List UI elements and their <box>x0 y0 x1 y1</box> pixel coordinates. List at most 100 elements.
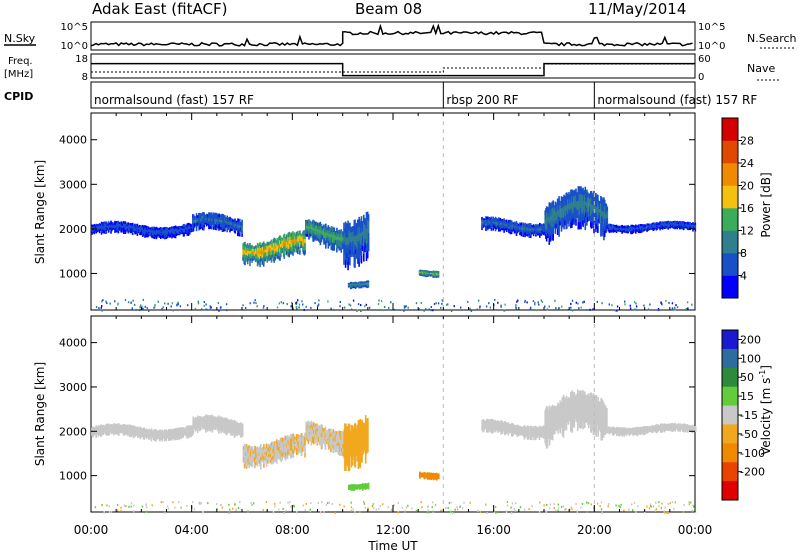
velocity-echo-cell <box>182 428 185 432</box>
power-echo-cell <box>627 229 630 231</box>
power-echo-cell <box>600 196 602 204</box>
velocity-echo-cell <box>197 421 200 424</box>
power-echo-cell <box>365 228 368 237</box>
power-echo-cell <box>250 257 252 261</box>
power-echo-cell <box>214 223 217 228</box>
power-echo-cell <box>260 250 262 254</box>
velocity-echo-cell <box>145 436 148 440</box>
power-echo-cell <box>218 226 221 229</box>
power-echo-cell <box>567 213 569 219</box>
power-echo-cell <box>483 218 486 221</box>
power-clutter-cell <box>161 307 163 310</box>
power-echo-cell <box>288 231 290 237</box>
power-echo-cell <box>304 246 306 251</box>
power-echo-cell <box>160 229 163 232</box>
power-echo-cell <box>238 218 240 223</box>
velocity-echo-cell <box>119 429 122 432</box>
velocity-echo-cell <box>204 416 206 419</box>
power-echo-cell <box>295 235 298 240</box>
power-echo-cell <box>359 221 362 228</box>
power-echo-cell <box>294 236 297 240</box>
power-echo-cell <box>113 225 115 228</box>
power-clutter-cell <box>415 302 418 305</box>
power-clutter-cell <box>291 301 293 304</box>
power-echo-cell <box>489 223 492 226</box>
power-echo-cell <box>606 206 609 211</box>
power-echo-cell <box>673 223 675 225</box>
power-echo-cell <box>694 226 697 229</box>
velocity-echo-cell <box>146 432 149 434</box>
power-echo-cell <box>201 212 204 216</box>
power-echo-cell <box>508 219 510 223</box>
velocity-echo-cell <box>134 433 136 436</box>
velocity-echo-cell <box>202 420 204 424</box>
velocity-echo-cell <box>124 429 127 431</box>
velocity-echo-cell <box>192 416 195 420</box>
power-echo-cell <box>141 228 144 232</box>
power-echo-cell <box>167 229 169 232</box>
power-echo-cell <box>641 227 644 230</box>
velocity-echo-cell <box>122 427 125 430</box>
power-echo-cell <box>641 226 644 229</box>
power-clutter-cell <box>377 303 380 305</box>
velocity-echo-cell <box>177 431 179 434</box>
velocity-echo-cell <box>181 432 183 435</box>
power-echo-cell <box>211 223 213 227</box>
noise-left-tick-top: 10^5 <box>61 22 88 33</box>
power-echo-cell <box>427 275 430 277</box>
power-echo-cell <box>670 221 672 223</box>
velocity-echo-cell <box>185 431 187 434</box>
power-echo-cell <box>285 247 288 251</box>
power-echo-cell <box>121 225 124 227</box>
power-echo-cell <box>273 241 275 247</box>
power-echo-cell <box>234 221 237 224</box>
velocity-echo-cell <box>110 429 112 432</box>
power-echo-cell <box>560 202 563 209</box>
power-echo-cell <box>564 195 566 202</box>
power-echo-cell <box>139 233 142 236</box>
power-echo-cell <box>288 252 290 258</box>
velocity-echo-cell <box>155 431 158 434</box>
power-echo-cell <box>361 282 363 284</box>
power-echo-cell <box>268 254 270 258</box>
power-echo-cell <box>261 242 264 247</box>
velocity-echo-cell <box>195 423 198 427</box>
power-echo-cell <box>575 188 577 196</box>
station-title: Adak East (fitACF) <box>92 0 227 18</box>
power-echo-cell <box>120 230 123 233</box>
power-echo-cell <box>168 229 170 232</box>
power-echo-cell <box>269 256 271 260</box>
velocity-echo-cell <box>140 427 143 430</box>
power-echo-cell <box>213 218 215 222</box>
power-echo-cell <box>173 227 176 231</box>
velocity-echo-cell <box>95 427 97 430</box>
power-echo-cell <box>349 250 351 259</box>
power-echo-cell <box>603 224 606 231</box>
power-echo-cell <box>657 224 660 226</box>
power-echo-cell <box>419 270 421 273</box>
power-echo-cell <box>428 271 430 274</box>
velocity-echo-cell <box>193 426 195 429</box>
power-echo-cell <box>364 219 367 225</box>
power-echo-cell <box>155 230 158 234</box>
velocity-echo-cell <box>140 433 143 436</box>
power-echo-cell <box>291 249 293 254</box>
velocity-echo-cell <box>102 431 105 434</box>
power-echo-cell <box>101 225 103 228</box>
power-echo-cell <box>432 270 435 273</box>
power-echo-cell <box>273 250 275 255</box>
power-echo-cell <box>136 225 139 229</box>
power-echo-cell <box>625 226 628 229</box>
power-echo-cell <box>108 226 110 229</box>
power-echo-cell <box>114 229 117 232</box>
power-echo-cell <box>494 219 497 222</box>
power-echo-cell <box>420 274 423 276</box>
power-echo-cell <box>493 218 495 221</box>
power-echo-cell <box>364 238 367 244</box>
power-echo-cell <box>99 223 102 226</box>
velocity-echo-cell <box>187 425 190 428</box>
power-echo-cell <box>359 286 362 289</box>
power-echo-cell <box>575 213 577 220</box>
power-echo-cell <box>358 258 360 267</box>
power-echo-cell <box>499 217 502 221</box>
